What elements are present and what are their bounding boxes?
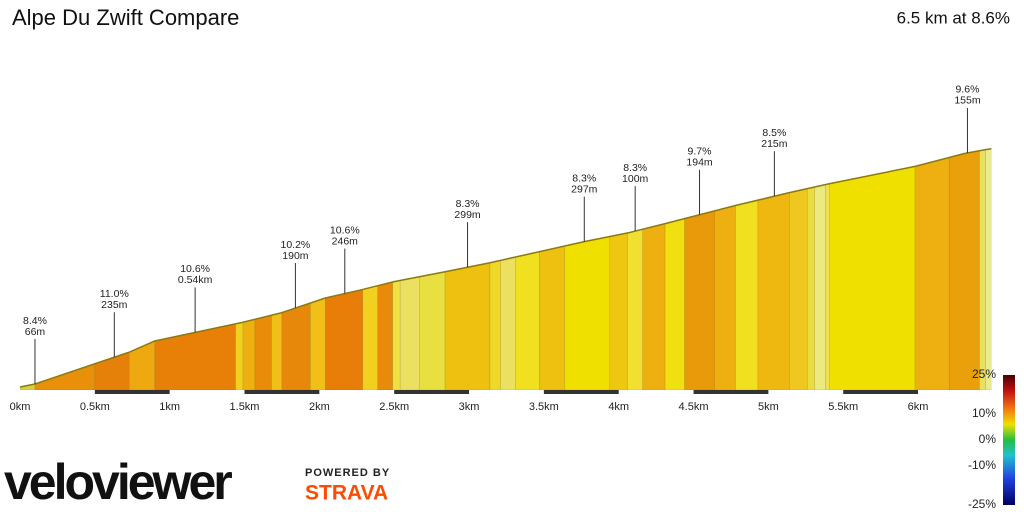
gradient-band (377, 148, 393, 390)
annotation-label: 190m (282, 250, 309, 262)
axis-km-bar (693, 390, 769, 394)
powered-by: POWERED BY (305, 467, 390, 479)
annotation-label: 9.6% (955, 84, 979, 96)
annotation-label: 66m (25, 326, 46, 338)
annotation-label: 9.7% (688, 146, 712, 158)
gradient-band (979, 148, 986, 390)
legend-tick-label: 10% (972, 406, 996, 420)
x-tick-label: 1.5km (230, 401, 260, 413)
gradient-band (814, 148, 826, 390)
gradient-band (489, 148, 501, 390)
x-tick-label: 4km (608, 401, 629, 413)
annotation-label: 8.4% (23, 315, 47, 327)
chart-subtitle: 6.5 km at 8.6% (897, 8, 1010, 27)
annotation-label: 11.0% (100, 288, 129, 300)
annotation-label: 10.6% (330, 224, 360, 236)
gradient-band (825, 148, 830, 390)
logo: veloviewer (4, 454, 232, 510)
gradient-band (714, 148, 736, 390)
axis-km-bar (394, 390, 470, 394)
legend-tick-label: -25% (968, 497, 996, 511)
x-tick-label: 1km (159, 401, 180, 413)
annotation-label: 194m (686, 157, 713, 169)
gradient-band (242, 148, 256, 390)
annotation-label: 235m (101, 299, 128, 311)
gradient-band (789, 148, 808, 390)
annotation-label: 10.6% (180, 263, 210, 275)
profile-line (19, 148, 992, 388)
gradient-band (399, 148, 420, 390)
x-tick-label: 6km (908, 401, 929, 413)
annotation-label: 246m (332, 235, 359, 247)
gradient-band (362, 148, 378, 390)
annotation-label: 297m (571, 183, 598, 195)
gradient-band (392, 148, 401, 390)
x-tick-label: 0km (10, 401, 31, 413)
gradient-band (235, 148, 244, 390)
gradient-band (807, 148, 816, 390)
gradient-band (829, 148, 916, 390)
annotation-label: 100m (622, 173, 649, 185)
gradient-band (914, 148, 950, 390)
x-tick-label: 0.5km (80, 401, 110, 413)
x-tick-label: 3km (459, 401, 480, 413)
x-tick-label: 2km (309, 401, 330, 413)
gradient-band (325, 148, 364, 390)
gradient-band (34, 148, 96, 390)
gradient-band (564, 148, 610, 390)
x-tick-label: 5km (758, 401, 779, 413)
gradient-band (757, 148, 790, 390)
gradient-band (664, 148, 685, 390)
gradient-band (154, 148, 236, 390)
axis-km-bar (543, 390, 619, 394)
gradient-band (500, 148, 516, 390)
axis-km-bar (94, 390, 170, 394)
annotation-label: 10.2% (281, 239, 311, 251)
gradient-band (310, 148, 326, 390)
axis-km-bar (843, 390, 919, 394)
annotation-label: 155m (954, 95, 981, 107)
annotation-label: 8.5% (762, 127, 786, 139)
gradient-band (539, 148, 566, 390)
annotation-label: 8.3% (623, 162, 647, 174)
gradient-band (94, 148, 130, 390)
gradient-band (949, 148, 980, 390)
legend-tick-label: -10% (968, 458, 996, 472)
legend-tick-label: 0% (979, 432, 997, 446)
strava-logo: STRAVA (305, 482, 388, 505)
gradient-band (419, 148, 446, 390)
gradient-band (735, 148, 759, 390)
annotation-label: 8.3% (456, 198, 480, 210)
gradient-band (271, 148, 283, 390)
annotation-label: 0.54km (178, 274, 213, 286)
annotation-label: 215m (761, 138, 788, 150)
x-tick-label: 5.5km (828, 401, 858, 413)
axis-km-bar (244, 390, 320, 394)
legend-tick-label: 25% (972, 367, 996, 381)
gradient-band (985, 148, 992, 390)
gradient-bands (20, 148, 992, 390)
x-tick-label: 3.5km (529, 401, 559, 413)
gradient-band (254, 148, 272, 390)
chart-title: Alpe Du Zwift Compare (12, 5, 239, 30)
x-tick-label: 2.5km (379, 401, 409, 413)
x-tick-label: 4.5km (679, 401, 709, 413)
gradient-band (20, 148, 36, 390)
gradient-legend-bar (1003, 375, 1015, 505)
annotation-label: 299m (454, 209, 481, 221)
annotation-label: 8.3% (572, 172, 596, 184)
